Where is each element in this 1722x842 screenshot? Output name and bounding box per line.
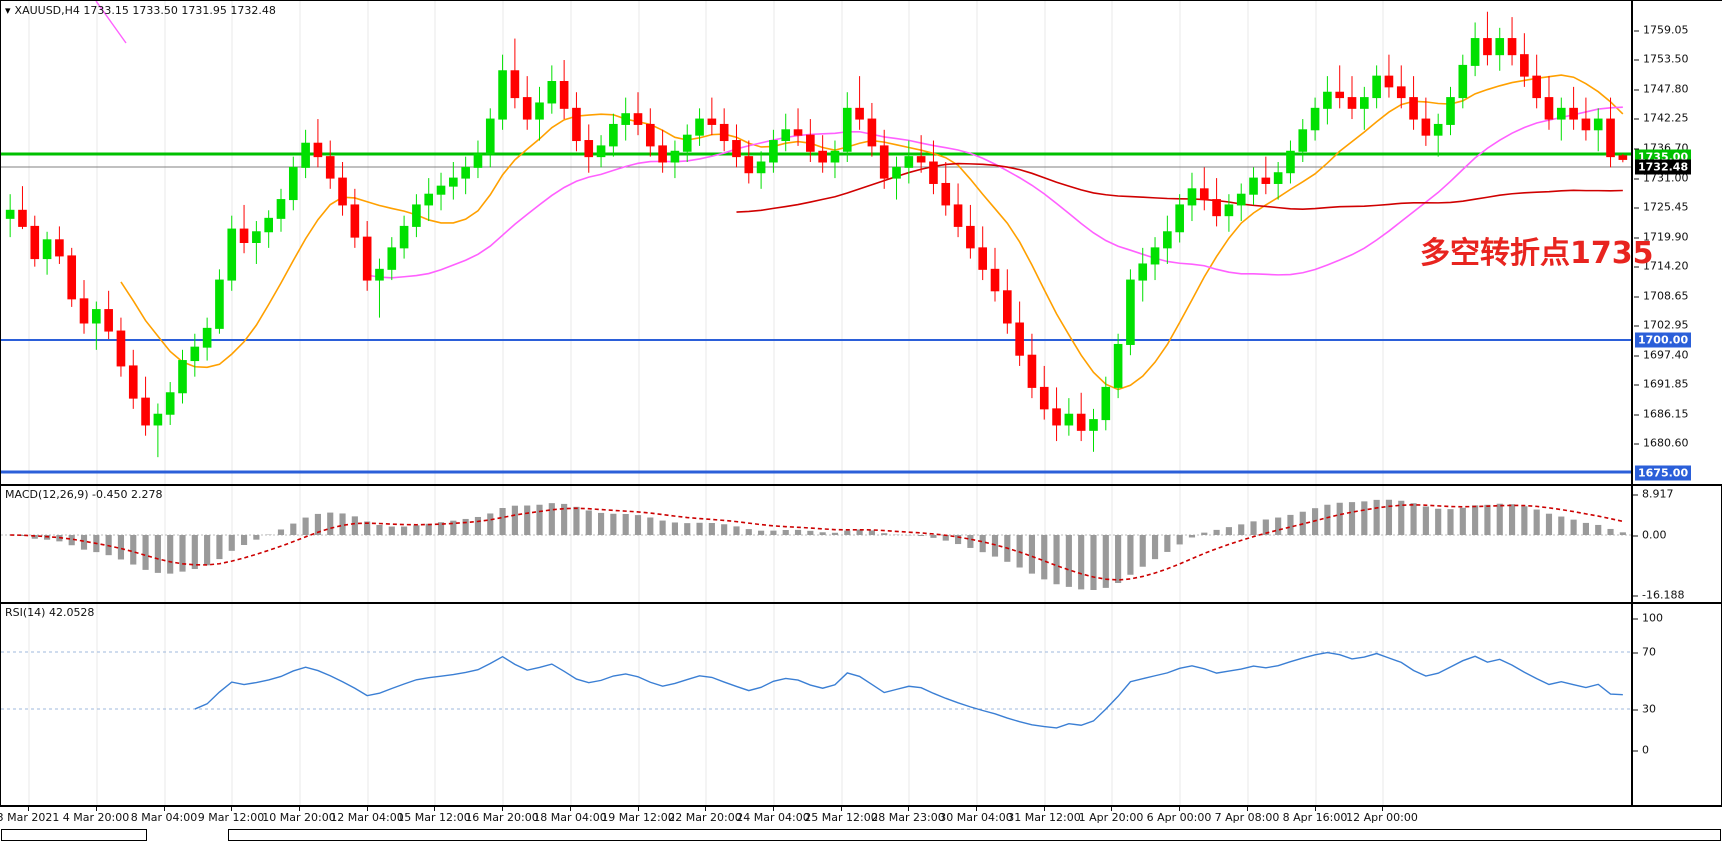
time-tick-mark — [841, 807, 842, 811]
price-tick: 1719.90 — [1634, 231, 1722, 244]
time-tick-mark — [908, 807, 909, 811]
time-tick-label: 12 Mar 04:00 — [330, 811, 404, 824]
macd-axis: 8.917 0.00 -16.188 — [1632, 485, 1722, 603]
rsi-title: RSI(14) 42.0528 — [5, 606, 95, 619]
price-tick: 1753.50 — [1634, 53, 1722, 66]
chart-title-bar: ▾ XAUUSD,H4 1733.15 1733.50 1731.95 1732.… — [5, 4, 276, 17]
macd-tick: 8.917 — [1633, 488, 1721, 501]
time-tick-label: 9 Mar 12:00 — [197, 811, 265, 824]
rsi-tick: 70 — [1633, 646, 1721, 659]
time-tick-label: 3 Mar 2021 — [0, 811, 60, 824]
time-tick-label: 6 Apr 00:00 — [1146, 811, 1212, 824]
symbol-ohlc-label: XAUUSD,H4 1733.15 1733.50 1731.95 1732.4… — [14, 4, 276, 17]
time-tick-label: 15 Mar 12:00 — [397, 811, 471, 824]
time-tick-mark — [1179, 807, 1180, 811]
time-tick-label: 4 Mar 20:00 — [62, 811, 130, 824]
time-tick-label: 24 Mar 04:00 — [736, 811, 810, 824]
macd-pane[interactable]: MACD(12,26,9) -0.450 2.278 — [0, 485, 1632, 603]
time-tick-mark — [638, 807, 639, 811]
time-tick-mark — [502, 807, 503, 811]
level-label-1700: 1700.00 — [1635, 332, 1692, 348]
time-tick-label: 19 Mar 12:00 — [601, 811, 675, 824]
time-tick-label: 18 Mar 04:00 — [533, 811, 607, 824]
time-tick-mark — [705, 807, 706, 811]
time-tick-label: 12 Apr 00:00 — [1346, 811, 1418, 824]
time-tick-mark — [231, 807, 232, 811]
time-tick-mark — [976, 807, 977, 811]
price-chart-pane[interactable] — [0, 0, 1632, 485]
macd-canvas — [1, 486, 1631, 602]
time-tick-mark — [299, 807, 300, 811]
time-tick-label: 30 Mar 04:00 — [939, 811, 1013, 824]
time-tick-mark — [367, 807, 368, 811]
time-tick-mark — [96, 807, 97, 811]
time-tick-mark — [570, 807, 571, 811]
price-tick: 1759.05 — [1634, 24, 1722, 37]
time-tick-mark — [164, 807, 165, 811]
time-tick-label: 10 Mar 20:00 — [262, 811, 336, 824]
price-tick: 1725.45 — [1634, 201, 1722, 214]
annotation-text: 多空转折点1735 — [1420, 236, 1654, 271]
rsi-axis: 100 70 30 0 — [1632, 603, 1722, 806]
time-tick-label: 16 Mar 20:00 — [465, 811, 539, 824]
time-tick-label: 28 Mar 23:00 — [871, 811, 945, 824]
bottom-status-bar — [0, 828, 1722, 842]
time-tick-mark — [1382, 807, 1383, 811]
rsi-tick: 30 — [1633, 703, 1721, 716]
time-tick-label: 25 Mar 12:00 — [804, 811, 878, 824]
status-box-right[interactable] — [228, 829, 1721, 841]
price-tick: 1691.85 — [1634, 378, 1722, 391]
price-tick: 1697.40 — [1634, 349, 1722, 362]
time-tick-mark — [1315, 807, 1316, 811]
time-tick-mark — [1044, 807, 1045, 811]
macd-title: MACD(12,26,9) -0.450 2.278 — [5, 488, 163, 501]
rsi-pane[interactable]: RSI(14) 42.0528 — [0, 603, 1632, 806]
price-axis[interactable]: 1759.05 1753.50 1747.80 1742.25 1736.70 1731.… — [1632, 0, 1722, 485]
level-label-1675: 1675.00 — [1635, 465, 1692, 481]
time-tick-mark — [28, 807, 29, 811]
time-tick-label: 31 Mar 12:00 — [1007, 811, 1081, 824]
time-tick-label: 7 Apr 08:00 — [1214, 811, 1280, 824]
rsi-canvas — [1, 604, 1631, 805]
macd-tick: 0.00 — [1633, 529, 1721, 542]
macd-tick: -16.188 — [1633, 589, 1721, 602]
status-box-left[interactable] — [1, 829, 147, 841]
price-tick: 1680.60 — [1634, 437, 1722, 450]
price-tick: 1714.20 — [1634, 260, 1722, 273]
rsi-tick: 100 — [1633, 612, 1721, 625]
price-tick: 1708.65 — [1634, 290, 1722, 303]
triangle-down-icon[interactable]: ▾ — [5, 4, 11, 17]
rsi-tick: 0 — [1633, 744, 1721, 757]
time-tick-label: 1 Apr 20:00 — [1078, 811, 1144, 824]
price-chart-canvas — [1, 1, 1631, 484]
time-axis[interactable]: 3 Mar 2021 4 Mar 20:00 8 Mar 04:00 9 Mar 12… — [0, 806, 1722, 828]
time-tick-mark — [434, 807, 435, 811]
price-tick: 1686.15 — [1634, 408, 1722, 421]
price-tick: 1742.25 — [1634, 112, 1722, 125]
price-tick: 1747.80 — [1634, 83, 1722, 96]
time-tick-label: 8 Mar 04:00 — [130, 811, 198, 824]
time-tick-mark — [773, 807, 774, 811]
price-tick: 1731.00 — [1634, 172, 1722, 185]
price-tick: 1702.95 — [1634, 319, 1722, 332]
last-price-label: 1732.48 — [1635, 159, 1692, 175]
time-tick-label: 8 Apr 16:00 — [1282, 811, 1348, 824]
time-tick-mark — [1247, 807, 1248, 811]
time-tick-label: 22 Mar 20:00 — [668, 811, 742, 824]
time-tick-mark — [1111, 807, 1112, 811]
